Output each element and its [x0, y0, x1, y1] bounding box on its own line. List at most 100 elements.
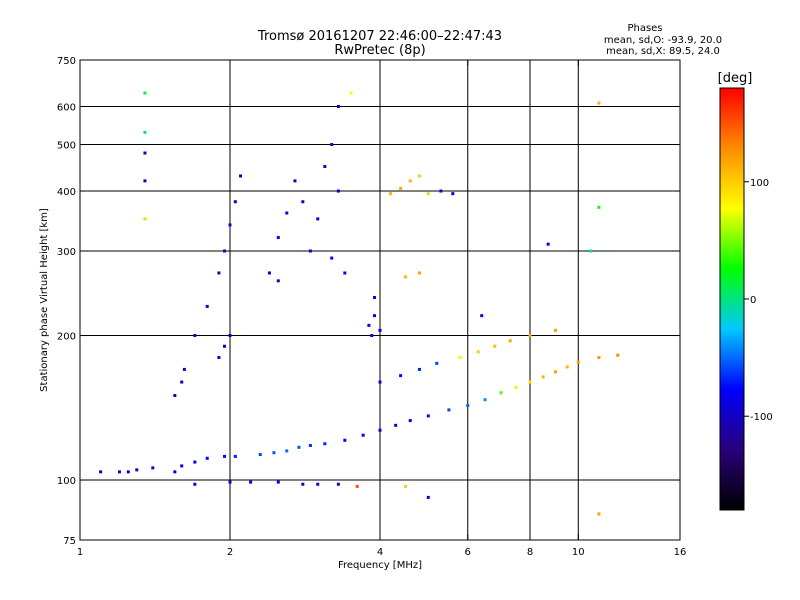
data-point [193, 482, 197, 486]
data-point [301, 200, 305, 204]
data-point [249, 480, 253, 484]
colorbar-ticks: 100 0 -100 [744, 178, 773, 423]
x-tick-label: 2 [227, 547, 233, 558]
data-point [180, 464, 184, 468]
data-point [597, 101, 601, 105]
y-axis-ticks: 75 100 200 300 400 500 600 750 [57, 56, 680, 547]
data-point [417, 174, 421, 178]
data-point [297, 445, 301, 449]
data-point [361, 433, 365, 437]
data-point [589, 249, 593, 253]
colorbar-tick-label: 100 [750, 178, 769, 189]
data-point [476, 350, 480, 354]
data-point [546, 242, 550, 246]
data-point [514, 385, 518, 389]
data-point [316, 482, 320, 486]
data-point [528, 334, 532, 338]
data-point [285, 211, 289, 215]
chart-title: Tromsø 20161207 22:46:00–22:47:43 [257, 29, 502, 44]
data-point [239, 174, 243, 178]
data-point [143, 151, 147, 155]
data-point [193, 460, 197, 464]
data-point [426, 192, 430, 196]
data-point [408, 419, 412, 423]
data-point [173, 394, 177, 398]
data-point [126, 470, 130, 474]
data-point [508, 339, 512, 343]
data-point [323, 164, 327, 168]
data-point [343, 438, 347, 442]
data-point [143, 217, 147, 221]
data-point [228, 334, 232, 338]
data-point [426, 414, 430, 418]
data-point [143, 179, 147, 183]
data-point [417, 271, 421, 275]
data-point [597, 355, 601, 359]
data-point [293, 179, 297, 183]
data-point [217, 271, 221, 275]
data-point [447, 408, 451, 412]
data-point [233, 454, 237, 458]
data-point [276, 279, 280, 283]
data-point [367, 323, 371, 327]
phases-o-line: mean, sd,O: -93.9, 20.0 [604, 35, 722, 46]
data-point [233, 200, 237, 204]
data-point [394, 423, 398, 427]
data-point [553, 328, 557, 332]
data-point [480, 314, 484, 318]
data-point [223, 454, 227, 458]
data-point [373, 314, 377, 318]
data-point [417, 367, 421, 371]
data-point [308, 249, 312, 253]
data-point [301, 482, 305, 486]
data-point [616, 353, 620, 357]
data-point [143, 130, 147, 134]
data-point [308, 444, 312, 448]
data-point [597, 512, 601, 516]
chart-subtitle: RwPretec (8p) [334, 43, 425, 58]
data-point [439, 189, 443, 193]
x-tick-label: 6 [465, 547, 471, 558]
data-point [217, 355, 221, 359]
data-point [285, 449, 289, 453]
data-point [399, 186, 403, 190]
colorbar-label: [deg] [718, 71, 753, 86]
data-point [272, 451, 276, 455]
y-tick-label: 600 [57, 103, 76, 114]
data-point [426, 495, 430, 499]
x-axis-label: Frequency [MHz] [338, 560, 422, 571]
data-point [323, 442, 327, 446]
data-point [493, 344, 497, 348]
data-point [541, 375, 545, 379]
data-point [355, 484, 359, 488]
data-point [483, 398, 487, 402]
data-point [205, 304, 209, 308]
data-point [276, 480, 280, 484]
data-point [403, 484, 407, 488]
data-point [336, 189, 340, 193]
x-tick-label: 10 [572, 547, 585, 558]
data-point [553, 370, 557, 374]
colorbar [719, 87, 745, 511]
data-point [228, 223, 232, 227]
data-point [378, 328, 382, 332]
y-tick-label: 75 [63, 536, 76, 547]
data-point [435, 361, 439, 365]
data-point [267, 271, 271, 275]
phases-x-line: mean, sd,X: 89.5, 24.0 [606, 46, 720, 57]
data-point [458, 355, 462, 359]
colorbar-tick-label: 0 [750, 295, 756, 306]
data-point [193, 334, 197, 338]
data-point [228, 480, 232, 484]
x-tick-label: 1 [77, 547, 83, 558]
data-point [389, 192, 393, 196]
data-point [330, 143, 334, 147]
data-point [466, 403, 470, 407]
data-point [135, 468, 139, 472]
gridlines [80, 60, 680, 540]
scatter-points [99, 91, 620, 516]
data-point [343, 271, 347, 275]
data-point [99, 470, 103, 474]
data-point [451, 192, 455, 196]
